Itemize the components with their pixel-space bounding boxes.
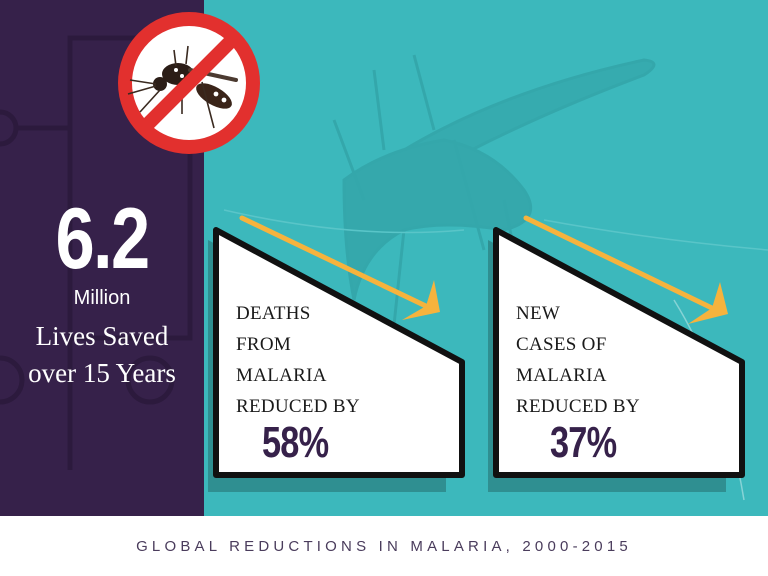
footer-title: GLOBAL REDUCTIONS IN MALARIA, 2000-2015 <box>136 538 632 555</box>
down-arrow-icon <box>239 215 440 320</box>
stat-caption: Lives Saved over 15 Years <box>0 318 204 392</box>
card-line: MALARIA <box>236 365 327 386</box>
card-percent: 37% <box>550 418 617 467</box>
caption-line-2: over 15 Years <box>28 358 176 388</box>
down-arrow-icon <box>523 215 728 324</box>
card-line: CASES OF <box>516 334 607 355</box>
card-line: NEW <box>516 303 561 324</box>
no-mosquito-icon <box>118 12 260 154</box>
stat-card-new-cases: NEW CASES OF MALARIA REDUCED BY 37% <box>484 210 764 510</box>
caption-line-1: Lives Saved <box>35 321 169 351</box>
footer: GLOBAL REDUCTIONS IN MALARIA, 2000-2015 <box>0 516 768 576</box>
card-description: NEW CASES OF MALARIA REDUCED BY <box>516 298 640 422</box>
card-shape <box>488 215 745 492</box>
card-line: REDUCED BY <box>236 396 360 417</box>
card-line: REDUCED BY <box>516 396 640 417</box>
card-line: MALARIA <box>516 365 607 386</box>
stat-card-deaths: DEATHS FROM MALARIA REDUCED BY 58% <box>204 210 484 510</box>
card-line: FROM <box>236 334 292 355</box>
stat-value: 6.2 <box>55 191 150 287</box>
card-line: DEATHS <box>236 303 311 324</box>
card-description: DEATHS FROM MALARIA REDUCED BY <box>236 298 360 422</box>
stat-unit: Million <box>73 287 131 309</box>
card-shape <box>208 215 465 492</box>
circuit-decoration <box>0 35 193 470</box>
card-percent: 58% <box>262 418 329 467</box>
